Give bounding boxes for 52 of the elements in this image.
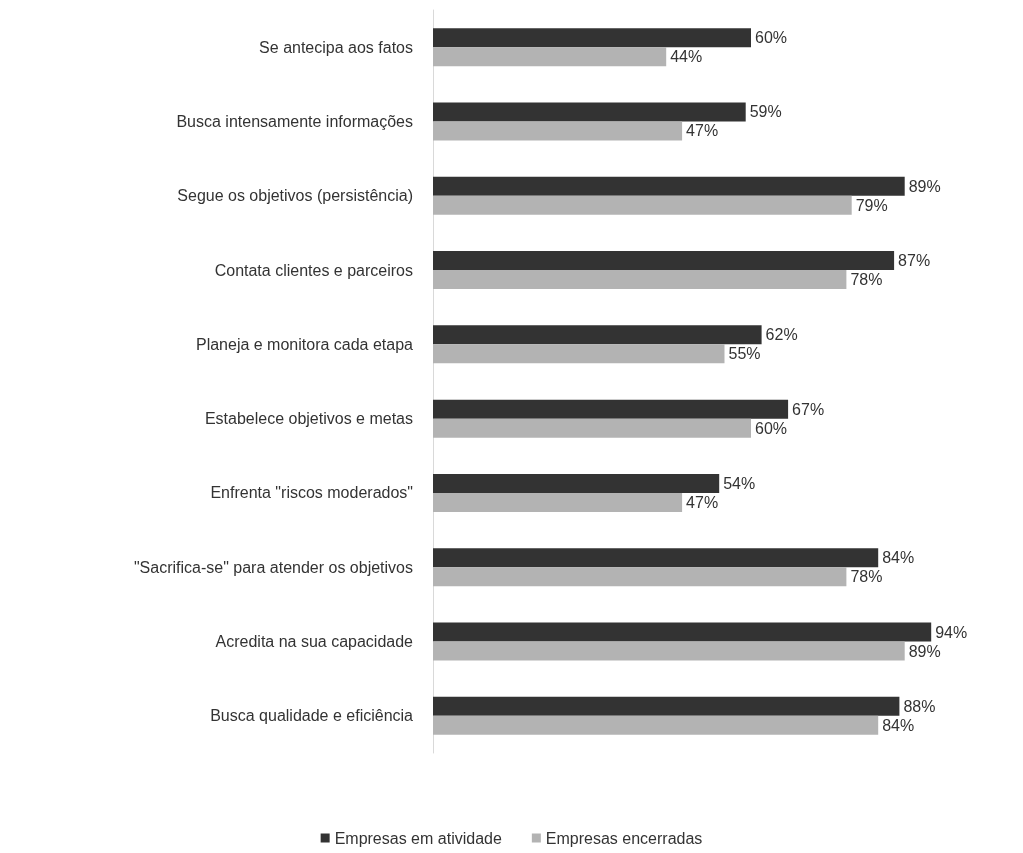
y-tick-label: Acredita na sua capacidade [215,633,414,651]
data-label: 44% [670,48,703,66]
bar [433,696,900,716]
y-tick-label: Contata clientes e parceiros [214,261,413,279]
y-tick-label: Enfrenta "riscos moderados" [210,484,413,502]
data-label: 60% [755,419,788,437]
data-label: 84% [882,549,915,567]
data-label: 84% [882,716,915,734]
y-tick-label: Busca qualidade e eficiência [210,707,414,725]
data-label: 89% [908,177,941,195]
bar [433,251,895,271]
bar [433,715,879,735]
bar [433,270,847,290]
bar [433,418,751,438]
bar [433,548,879,568]
y-tick-label: Busca intensamente informações [176,112,413,130]
data-label: 60% [755,29,788,47]
y-tick-label: "Sacrifica-se" para atender os objetivos [133,558,413,576]
data-label: 54% [723,474,756,492]
bar [433,121,683,141]
data-label: 79% [855,196,888,214]
bar [433,325,762,345]
bar [433,492,683,512]
data-label: 89% [908,642,941,660]
data-label: 94% [935,623,968,641]
bar [433,176,905,196]
data-label: 78% [850,568,883,586]
bar [433,622,932,642]
bar [433,47,667,67]
legend-label: Empresas encerradas [545,829,703,847]
bar [433,399,789,419]
data-label: 67% [792,400,825,418]
data-label: 47% [686,493,719,511]
y-tick-label: Planeja e monitora cada etapa [195,335,414,353]
bar [433,28,751,48]
data-label: 88% [903,697,936,715]
y-tick-label: Segue os objetivos (persistência) [177,187,413,205]
bar [433,567,847,587]
data-label: 87% [898,252,931,270]
legend-label: Empresas em atividade [334,829,502,847]
bar [433,344,725,364]
data-label: 55% [728,345,761,363]
y-tick-label: Estabelece objetivos e metas [204,410,413,428]
data-label: 47% [686,122,719,140]
data-label: 78% [850,271,883,289]
bar [433,102,746,122]
data-label: 62% [765,326,798,344]
data-label: 59% [749,103,782,121]
bar [433,641,905,661]
bar [433,195,852,215]
bar [433,473,720,493]
y-tick-label: Se antecipa aos fatos [259,38,413,56]
